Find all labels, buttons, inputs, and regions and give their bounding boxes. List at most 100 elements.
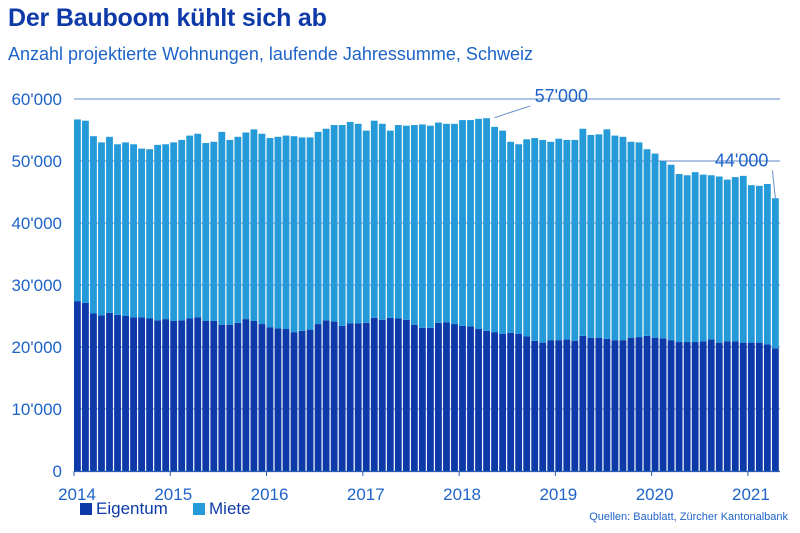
bar-eigentum: [186, 318, 194, 471]
bar-eigentum: [563, 339, 571, 471]
bar-miete: [571, 139, 579, 341]
bar-miete: [715, 176, 723, 343]
bar-eigentum: [218, 324, 226, 471]
bar-eigentum: [362, 322, 370, 471]
bar-eigentum: [282, 329, 290, 471]
bar-miete: [114, 144, 121, 315]
bar-miete: [282, 135, 290, 330]
bar-miete: [122, 142, 129, 316]
bar-miete: [483, 118, 490, 331]
bar-eigentum: [234, 322, 242, 471]
bar-miete: [362, 130, 370, 323]
bar-eigentum: [739, 342, 747, 471]
bar-eigentum: [194, 317, 202, 471]
bar-eigentum: [410, 324, 418, 471]
bar-eigentum: [659, 338, 667, 471]
bar-miete: [771, 198, 779, 349]
bar-miete: [354, 123, 362, 324]
bars: [74, 118, 779, 471]
legend-label-eigentum: Eigentum: [96, 499, 168, 518]
x-tick-label: 2014: [58, 485, 96, 504]
bar-miete: [346, 121, 354, 324]
bar-eigentum: [627, 337, 635, 471]
annotations: 57'000 44'000: [494, 86, 776, 199]
bar-miete: [515, 144, 523, 334]
x-tick-label: 2015: [154, 485, 192, 504]
x-tick-label: 2016: [251, 485, 289, 504]
source-note: Quellen: Baublatt, Zürcher Kantonalbank: [589, 511, 788, 523]
y-tick-labels: 0 10'000 20'000 30'000 40'000 50'000 60'000: [11, 90, 62, 481]
bar-miete: [443, 123, 450, 323]
bar-eigentum: [74, 301, 81, 471]
x-tick-labels: 2014 2015 2016 2017 2018 2019 2020 2021: [58, 471, 770, 504]
bar-miete: [90, 136, 97, 314]
y-tick-label: 10'000: [11, 400, 62, 419]
bar-miete: [451, 123, 458, 325]
bar-miete: [723, 179, 731, 342]
bar-miete: [755, 185, 763, 343]
bar-eigentum: [98, 315, 105, 471]
bar-eigentum: [491, 332, 498, 471]
x-tick-label: 2020: [636, 485, 674, 504]
bar-eigentum: [162, 319, 170, 471]
bar-eigentum: [595, 337, 603, 471]
bar-eigentum: [298, 330, 306, 471]
bar-eigentum: [747, 342, 755, 471]
bar-miete: [82, 120, 89, 303]
bar-miete: [106, 136, 113, 313]
bar-miete: [154, 144, 162, 321]
bar-eigentum: [483, 330, 490, 471]
bar-miete: [491, 126, 498, 333]
annotation-leader: [494, 105, 531, 119]
bar-eigentum: [475, 329, 482, 471]
bar-eigentum: [114, 314, 121, 471]
bar-miete: [627, 141, 635, 338]
bar-eigentum: [322, 320, 330, 471]
legend-swatch-eigentum: [80, 503, 92, 515]
bar-eigentum: [539, 342, 547, 471]
legend: Eigentum Miete: [80, 499, 251, 518]
bar-miete: [531, 138, 539, 341]
bar-eigentum: [579, 335, 587, 471]
bar-eigentum: [611, 340, 619, 471]
bar-eigentum: [154, 320, 162, 471]
y-tick-label: 30'000: [11, 276, 62, 295]
bar-miete: [266, 138, 274, 328]
bar-eigentum: [314, 324, 322, 471]
bar-eigentum: [763, 344, 771, 471]
bar-eigentum: [467, 326, 474, 471]
annotation-leader: [771, 170, 776, 199]
bar-eigentum: [346, 323, 354, 471]
bar-eigentum: [643, 335, 651, 471]
bar-eigentum: [699, 341, 707, 471]
bar-eigentum: [386, 317, 394, 471]
chart-subtitle: Anzahl projektierte Wohnungen, laufende …: [8, 44, 533, 64]
bar-eigentum: [354, 323, 362, 471]
bar-miete: [523, 139, 531, 337]
bar-miete: [707, 175, 715, 340]
bar-eigentum: [122, 316, 129, 471]
bar-eigentum: [667, 340, 675, 471]
bar-miete: [739, 175, 747, 343]
x-tick-label: 2018: [443, 485, 481, 504]
bar-miete: [130, 144, 137, 318]
bar-eigentum: [178, 320, 186, 471]
bar-miete: [402, 125, 410, 320]
bar-miete: [226, 139, 234, 325]
bar-miete: [378, 123, 386, 320]
chart-title: Der Bauboom kühlt sich ab: [8, 4, 327, 32]
bar-miete: [659, 161, 667, 339]
bar-eigentum: [90, 313, 97, 471]
bar-miete: [747, 185, 755, 343]
bar-miete: [435, 122, 442, 323]
bar-miete: [731, 177, 739, 342]
x-tick-label: 2021: [732, 485, 770, 504]
bar-eigentum: [675, 342, 683, 471]
annotation-label: 57'000: [535, 86, 589, 106]
bar-miete: [306, 137, 314, 330]
y-tick-label: 20'000: [11, 338, 62, 357]
bar-eigentum: [723, 341, 731, 471]
bar-eigentum: [755, 342, 763, 471]
bar-miete: [322, 128, 330, 321]
